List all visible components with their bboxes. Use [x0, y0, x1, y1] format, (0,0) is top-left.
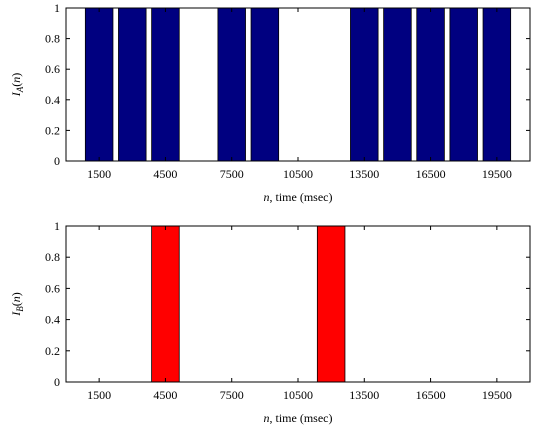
- bar-a-9000: [250, 7, 280, 162]
- bar-a-3000: [118, 7, 147, 162]
- x-tick-label-b: 10500: [283, 388, 313, 402]
- x-tick-label-a: 13500: [349, 167, 379, 181]
- bar-b-12000: [316, 225, 346, 383]
- chart-panel-b: 1500 4500 7500 10500 13500 16500 19500 0 0.2 0.4 0…: [9, 219, 531, 425]
- x-tick-label-b: 19500: [482, 388, 512, 402]
- x-tick-label-b: 13500: [349, 388, 379, 402]
- x-tick-label-a: 16500: [416, 167, 446, 181]
- bar-a-7500: [217, 7, 246, 162]
- x-tick-label-a: 10500: [283, 167, 313, 181]
- y-tick-label-a: 1: [54, 1, 60, 15]
- bar-a-18000: [449, 7, 478, 162]
- chart-panel-a: 1500 4500 7500 10500 13500 16500 19500 0 0.2 0.4 0…: [9, 1, 531, 204]
- x-tick-label-b: 16500: [416, 388, 446, 402]
- y-tick-label-b: 0.8: [45, 250, 60, 264]
- y-tick-label-a: 0.2: [45, 123, 60, 137]
- bar-a-19500: [482, 7, 512, 162]
- bar-a-15000: [383, 7, 412, 162]
- y-tick-label-b: 0.6: [45, 281, 60, 295]
- y-tick-label-b: 0.4: [45, 313, 60, 327]
- x-tick-label-a: 7500: [220, 167, 244, 181]
- y-axis-label-b: IB(n): [9, 292, 25, 317]
- x-tick-label-b: 7500: [220, 388, 244, 402]
- x-tick-label-b: 1500: [87, 388, 111, 402]
- bar-a-13500: [350, 7, 379, 162]
- plot-frame-b: [65, 225, 531, 383]
- y-tick-label-a: 0.8: [45, 32, 60, 46]
- x-tick-label-a: 19500: [482, 167, 512, 181]
- x-axis-label-b: n, time (msec): [264, 411, 333, 425]
- x-tick-label-a: 4500: [153, 167, 177, 181]
- y-tick-label-a: 0: [54, 154, 60, 168]
- bar-a-4500: [151, 7, 180, 162]
- y-tick-label-b: 0.2: [45, 344, 60, 358]
- x-axis-label-a: n, time (msec): [264, 190, 333, 204]
- x-tick-label-b: 4500: [153, 388, 177, 402]
- bar-a-1500: [84, 7, 114, 162]
- y-tick-label-a: 0.6: [45, 62, 60, 76]
- y-tick-label-a: 0.4: [45, 93, 60, 107]
- y-tick-label-b: 1: [54, 219, 60, 233]
- bar-a-16500: [416, 7, 445, 162]
- y-tick-label-b: 0: [54, 375, 60, 389]
- bar-b-4500: [151, 225, 180, 383]
- x-tick-label-a: 1500: [87, 167, 111, 181]
- y-axis-label-a: IA(n): [9, 73, 25, 98]
